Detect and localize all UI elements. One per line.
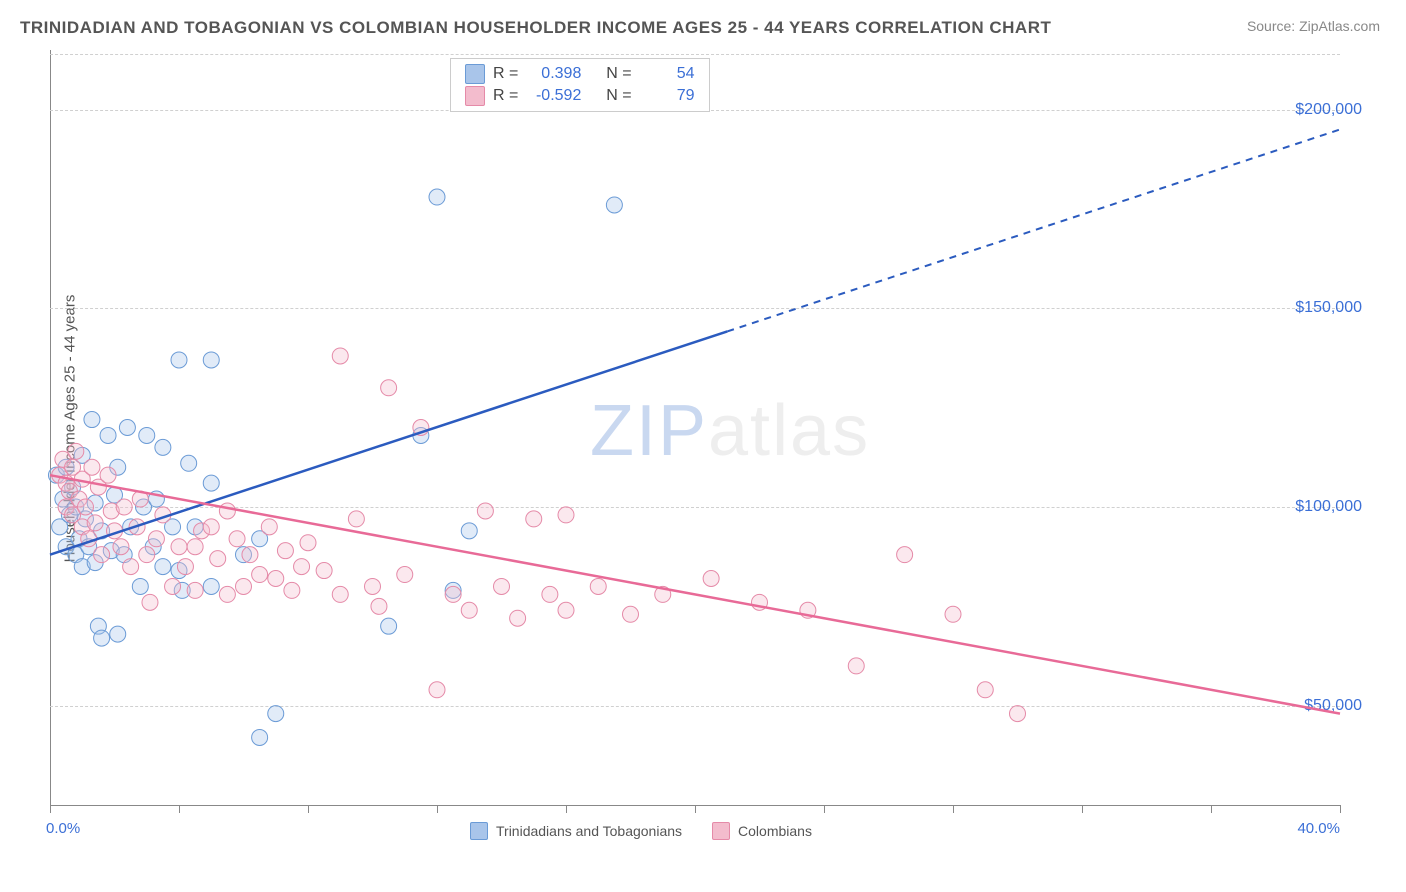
chart-title: TRINIDADIAN AND TOBAGONIAN VS COLOMBIAN … bbox=[20, 18, 1051, 38]
chart-area: Householder Income Ages 25 - 44 years $5… bbox=[50, 50, 1380, 840]
legend-item-series-1: Colombians bbox=[712, 822, 812, 840]
swatch-series-0-icon bbox=[470, 822, 488, 840]
scatter-plot-svg bbox=[50, 50, 1380, 840]
legend-label-series-1: Colombians bbox=[738, 823, 812, 839]
source-attribution: Source: ZipAtlas.com bbox=[1247, 18, 1380, 34]
swatch-series-1 bbox=[465, 86, 485, 106]
swatch-series-0 bbox=[465, 64, 485, 84]
stats-legend-box: R = 0.398 N = 54 R = -0.592 N = 79 bbox=[450, 58, 710, 112]
legend-bottom: Trinidadians and Tobagonians Colombians bbox=[470, 822, 812, 840]
stats-row-series-0: R = 0.398 N = 54 bbox=[465, 63, 695, 85]
legend-item-series-0: Trinidadians and Tobagonians bbox=[470, 822, 682, 840]
swatch-series-1-icon bbox=[712, 822, 730, 840]
stats-row-series-1: R = -0.592 N = 79 bbox=[465, 85, 695, 107]
legend-label-series-0: Trinidadians and Tobagonians bbox=[496, 823, 682, 839]
